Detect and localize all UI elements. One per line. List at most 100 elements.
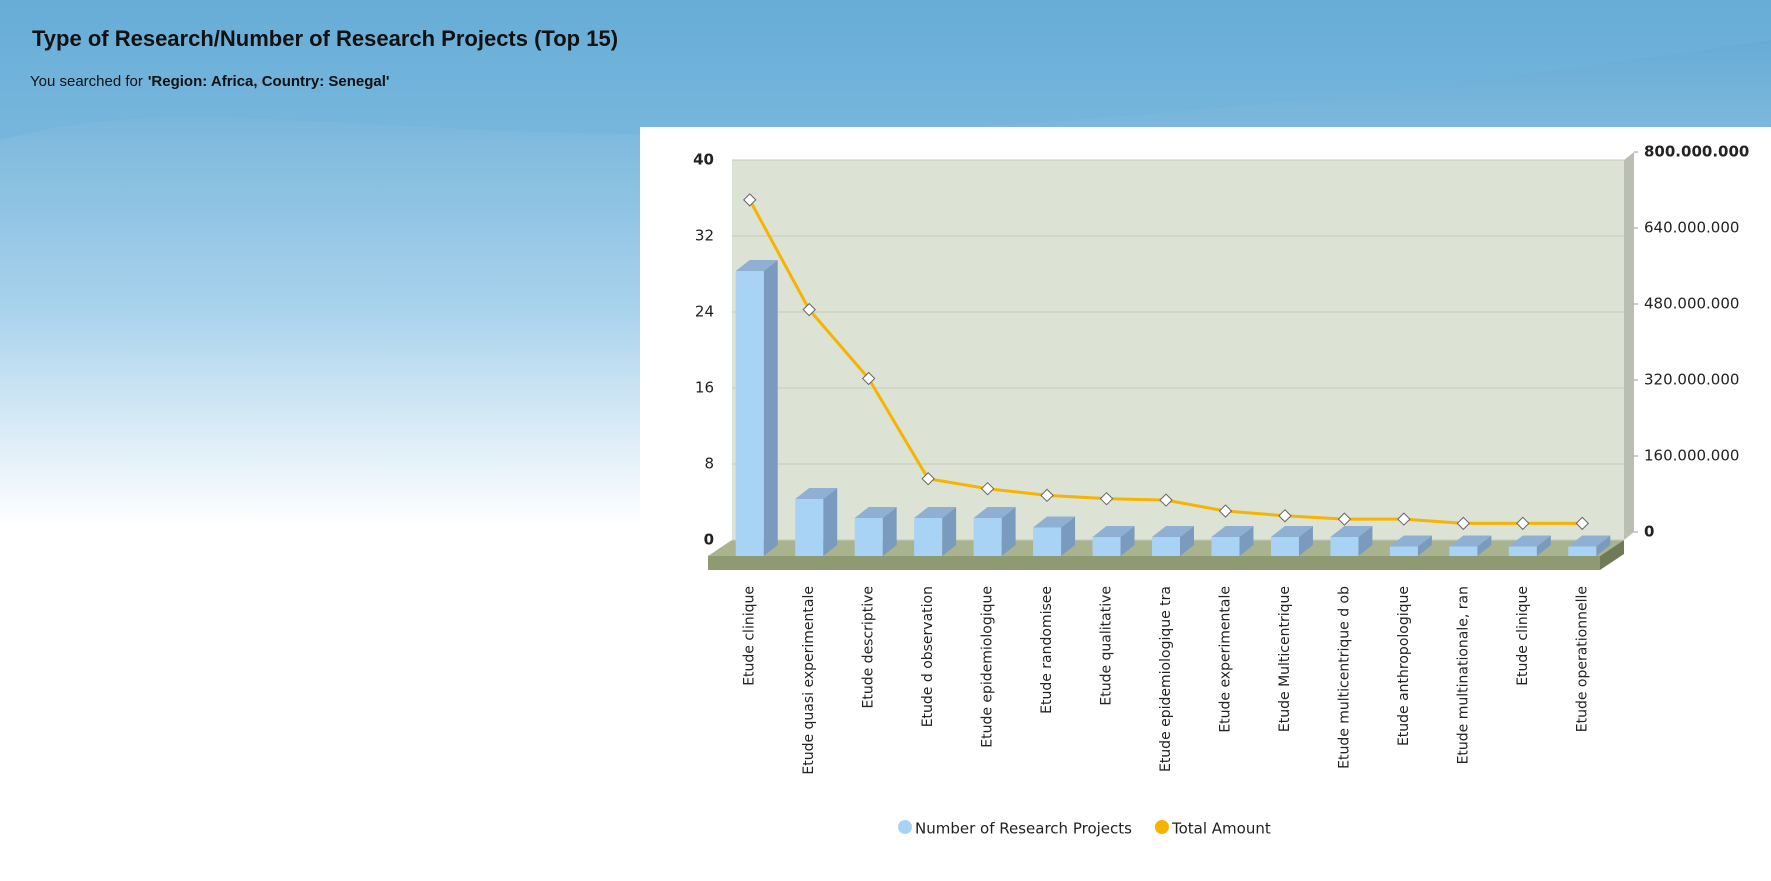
bar: [973, 507, 1016, 556]
x-tick-label: Etude descriptive: [861, 586, 877, 708]
bar-side: [1180, 526, 1194, 556]
subtitle-query: 'Region: Africa, Country: Senegal': [148, 73, 390, 90]
bar-side: [1298, 526, 1313, 556]
bar: [1508, 535, 1551, 556]
bar-side: [1061, 516, 1076, 556]
line-marker: [861, 371, 876, 386]
bar-side: [1120, 526, 1135, 556]
x-tick-label: Etude operationnelle: [1574, 586, 1590, 732]
bar-top: [1568, 535, 1611, 547]
subtitle: You searched for 'Region: Africa, Country…: [30, 73, 389, 90]
bar-top: [1152, 526, 1194, 537]
bar: [795, 488, 838, 556]
y2-tick-label: 0: [1644, 523, 1654, 541]
right-wall: [1624, 152, 1634, 540]
bar-top: [854, 507, 897, 518]
line-marker: [802, 302, 816, 317]
bar: [1033, 516, 1076, 556]
y-tick-label: 0: [704, 531, 714, 549]
bar: [1568, 535, 1611, 556]
bar-front: [1152, 537, 1180, 556]
x-tick-label: Etude quasi experimentale: [801, 586, 817, 775]
bar-front: [1211, 537, 1240, 556]
line-marker: [1099, 491, 1114, 506]
line-marker: [1397, 512, 1411, 526]
x-tick-label: Etude Multicentrique: [1277, 586, 1293, 732]
line-marker: [743, 193, 757, 207]
bar-front: [1568, 546, 1597, 556]
bar-side: [1536, 535, 1551, 556]
line-marker: [1218, 504, 1233, 518]
bar: [1211, 526, 1254, 556]
bar: [1330, 526, 1373, 556]
bar-top: [973, 507, 1016, 518]
bar-side: [882, 507, 897, 556]
bar-top: [795, 488, 838, 499]
bar-top: [735, 260, 778, 271]
bar-front: [1270, 537, 1299, 556]
bar-front: [1508, 546, 1537, 556]
bar-top: [1033, 516, 1076, 528]
bar-top: [1211, 526, 1254, 537]
subtitle-prefix: You searched for: [30, 73, 143, 90]
bar-front: [795, 499, 824, 556]
bar-top: [1092, 526, 1135, 537]
y2-tick-label: 320.000.000: [1644, 371, 1739, 389]
legend-swatch: [1154, 820, 1169, 834]
bar-front: [973, 518, 1002, 556]
bar-top: [1270, 526, 1313, 537]
bar: [1092, 526, 1135, 556]
x-tick-label: Etude clinique: [742, 586, 758, 686]
bar-side: [823, 488, 838, 556]
y-tick-label: 8: [704, 455, 714, 473]
bar-front: [914, 518, 943, 556]
bar-side: [1596, 535, 1611, 556]
x-tick-label: Etude epidemiologique tra: [1158, 586, 1174, 772]
x-tick-label: Etude d observation: [920, 586, 936, 727]
bar: [854, 507, 897, 556]
bar-top: [1449, 535, 1492, 547]
floor-side: [1600, 540, 1624, 570]
bar-front: [1092, 537, 1121, 556]
y-tick-label: 40: [693, 151, 714, 169]
title: Type of Research/Number of Research Proj…: [32, 26, 618, 51]
bar-front: [854, 518, 883, 556]
wave: [0, 0, 1771, 140]
bar: [1270, 526, 1313, 556]
x-tick-label: Etude epidemiologique: [980, 586, 996, 748]
bar-top: [1389, 535, 1432, 547]
bar: [1449, 535, 1492, 556]
x-tick-label: Etude anthropologique: [1396, 586, 1412, 746]
line-marker: [1516, 516, 1530, 531]
x-tick-label: Etude multicentrique d ob: [1336, 586, 1352, 769]
bar-top: [1508, 535, 1551, 547]
line-marker: [1456, 516, 1471, 531]
x-tick-label: Etude qualitative: [1099, 586, 1115, 706]
line-marker: [1159, 493, 1173, 507]
bar-top: [914, 507, 957, 518]
legend-label: Total Amount: [1171, 820, 1271, 838]
floor-front: [708, 556, 1600, 570]
y2-tick-label: 480.000.000: [1644, 295, 1739, 313]
bar-side: [1477, 535, 1492, 556]
bar: [1152, 526, 1194, 556]
bar-front: [1449, 546, 1478, 556]
bar-side: [942, 507, 957, 556]
x-tick-label: Etude experimentale: [1217, 586, 1233, 733]
line-marker: [1575, 516, 1589, 531]
plot-wall: [732, 160, 1624, 540]
bar-side: [1358, 526, 1373, 556]
legend-swatch: [898, 820, 912, 834]
y-tick-label: 32: [695, 227, 714, 245]
x-tick-label: Etude clinique: [1515, 586, 1531, 686]
y2-tick-label: 800.000.000: [1644, 143, 1749, 161]
y2-tick-label: 160.000.000: [1644, 447, 1739, 465]
line-marker: [980, 481, 995, 496]
y2-tick-label: 640.000.000: [1644, 219, 1739, 237]
bar-side: [1239, 526, 1254, 556]
bar: [735, 260, 778, 556]
bar-top: [1330, 526, 1373, 537]
bar-side: [763, 260, 778, 556]
